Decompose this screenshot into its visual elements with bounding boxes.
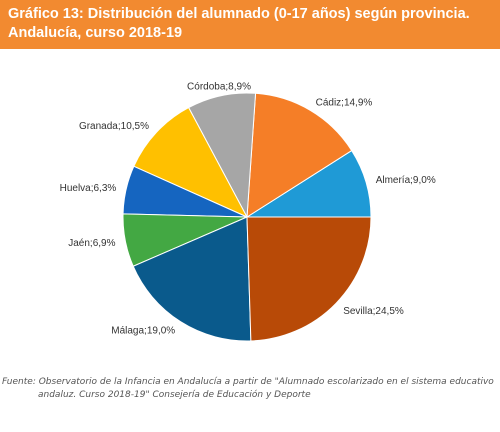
data-label-granada: Granada;10,5% — [79, 121, 149, 132]
data-label-cordoba: Córdoba;8,9% — [187, 82, 251, 93]
data-label-huelva: Huelva;6,3% — [60, 183, 117, 194]
data-label-sevilla: Sevilla;24,5% — [343, 306, 404, 317]
data-label-jaen: Jaén;6,9% — [68, 238, 115, 249]
pie-slice-cadiz — [246, 92, 353, 218]
data-label-cadiz: Cádiz;14,9% — [316, 97, 373, 108]
pie-slice-malaga — [132, 216, 252, 342]
chart-title-banner: Gráfico 13: Distribución del alumnado (0… — [0, 0, 500, 49]
pie-chart: Almería;9,0% Cádiz;14,9% Córdoba;8,9% Grana… — [60, 82, 436, 342]
chart-title-line1: Gráfico 13: Distribución del alumnado (0… — [8, 6, 470, 22]
source-line2: andaluz. Curso 2018-19" Consejería de Ed… — [38, 390, 311, 400]
source-line1: Fuente: Observatorio de la Infancia en A… — [2, 377, 494, 387]
source-note: Fuente: Observatorio de la Infancia en A… — [2, 376, 498, 402]
pie-slice-granada — [133, 106, 249, 219]
data-label-malaga: Málaga;19,0% — [111, 326, 175, 337]
chart-title-line2: Andalucía, curso 2018-19 — [8, 25, 183, 41]
pie-chart-area: Almería;9,0% Cádiz;14,9% Córdoba;8,9% Grana… — [0, 49, 500, 362]
data-label-almeria: Almería;9,0% — [376, 175, 436, 186]
pie-slice-sevilla — [246, 216, 372, 342]
